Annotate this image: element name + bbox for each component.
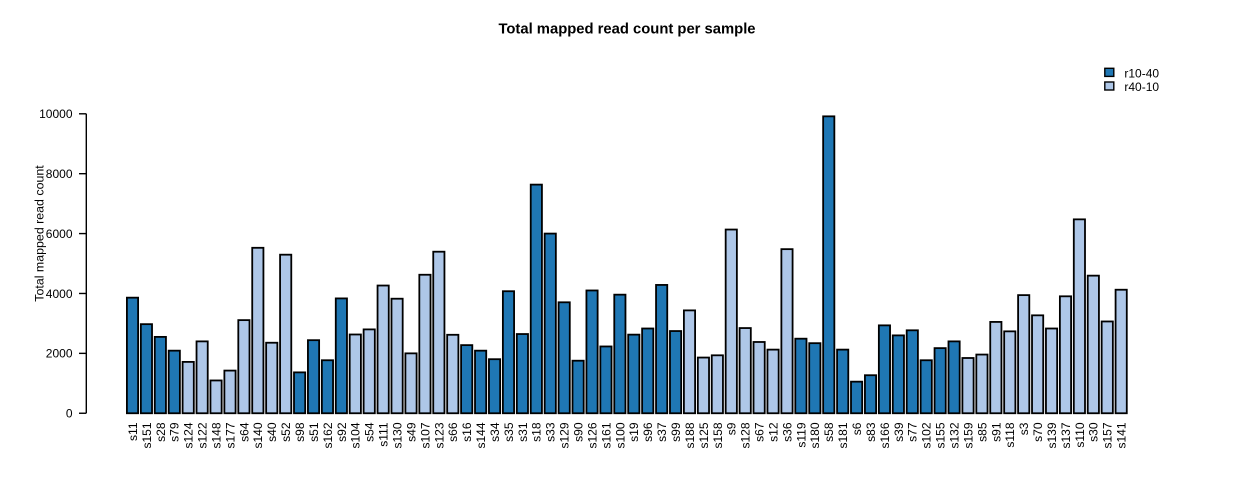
svg-text:s118: s118 xyxy=(1003,422,1017,447)
svg-text:s129: s129 xyxy=(558,422,572,448)
svg-text:s16: s16 xyxy=(460,422,474,442)
svg-text:s158: s158 xyxy=(711,422,725,448)
svg-text:s139: s139 xyxy=(1045,422,1059,448)
svg-text:s96: s96 xyxy=(641,422,655,442)
svg-text:6000: 6000 xyxy=(46,227,73,241)
svg-text:s161: s161 xyxy=(599,422,613,448)
svg-text:s125: s125 xyxy=(697,422,711,448)
svg-text:s18: s18 xyxy=(530,422,544,442)
svg-text:s140: s140 xyxy=(251,422,265,448)
svg-text:s181: s181 xyxy=(836,422,850,448)
svg-text:0: 0 xyxy=(66,407,73,421)
svg-text:s91: s91 xyxy=(989,422,1003,442)
svg-text:s51: s51 xyxy=(307,422,321,442)
svg-text:s99: s99 xyxy=(669,422,683,442)
svg-text:s104: s104 xyxy=(349,422,363,448)
svg-text:r10-40: r10-40 xyxy=(1124,66,1159,80)
svg-text:s31: s31 xyxy=(516,422,530,442)
svg-text:s130: s130 xyxy=(390,422,404,448)
svg-text:s12: s12 xyxy=(766,422,780,442)
svg-text:s35: s35 xyxy=(502,422,516,442)
svg-text:s102: s102 xyxy=(920,422,934,448)
svg-text:s110: s110 xyxy=(1073,422,1087,447)
svg-text:s162: s162 xyxy=(321,422,335,448)
svg-text:s144: s144 xyxy=(474,422,488,448)
svg-text:s83: s83 xyxy=(864,422,878,442)
svg-text:s128: s128 xyxy=(739,422,753,448)
svg-text:s11: s11 xyxy=(126,422,140,441)
svg-text:s34: s34 xyxy=(488,422,502,442)
svg-text:s166: s166 xyxy=(878,422,892,448)
svg-text:s67: s67 xyxy=(753,422,767,442)
svg-text:s39: s39 xyxy=(892,422,906,442)
svg-text:s49: s49 xyxy=(404,422,418,442)
svg-text:s180: s180 xyxy=(808,422,822,448)
svg-text:s70: s70 xyxy=(1031,422,1045,442)
svg-text:s123: s123 xyxy=(432,422,446,448)
svg-text:s52: s52 xyxy=(279,422,293,442)
svg-text:s9: s9 xyxy=(725,422,739,435)
svg-text:s122: s122 xyxy=(196,422,210,448)
svg-text:s79: s79 xyxy=(168,422,182,442)
svg-text:s111: s111 xyxy=(377,422,391,447)
svg-text:s98: s98 xyxy=(293,422,307,442)
svg-text:2000: 2000 xyxy=(46,347,73,361)
svg-text:s132: s132 xyxy=(947,422,961,448)
svg-text:s3: s3 xyxy=(1017,422,1031,435)
svg-text:s124: s124 xyxy=(182,422,196,448)
svg-text:s159: s159 xyxy=(961,422,975,448)
svg-text:s40: s40 xyxy=(265,422,279,442)
svg-text:s33: s33 xyxy=(544,422,558,442)
svg-text:s54: s54 xyxy=(363,422,377,442)
svg-text:s37: s37 xyxy=(655,422,669,442)
svg-text:s28: s28 xyxy=(154,422,168,442)
svg-text:s85: s85 xyxy=(975,422,989,442)
svg-text:s157: s157 xyxy=(1101,422,1115,448)
svg-text:s90: s90 xyxy=(572,422,586,442)
svg-text:s64: s64 xyxy=(237,422,251,442)
svg-text:Total mapped read count per sa: Total mapped read count per sample xyxy=(498,22,755,38)
svg-text:s177: s177 xyxy=(223,422,237,448)
svg-text:10000: 10000 xyxy=(39,107,73,121)
svg-text:s119: s119 xyxy=(794,422,808,447)
svg-text:s107: s107 xyxy=(418,422,432,448)
svg-text:8000: 8000 xyxy=(46,167,73,181)
svg-text:s92: s92 xyxy=(335,422,349,442)
svg-text:s126: s126 xyxy=(585,422,599,448)
svg-text:s6: s6 xyxy=(850,422,864,435)
svg-text:s141: s141 xyxy=(1115,422,1129,448)
svg-text:s188: s188 xyxy=(683,422,697,448)
svg-text:s155: s155 xyxy=(934,422,948,448)
svg-text:s148: s148 xyxy=(209,422,223,448)
svg-text:4000: 4000 xyxy=(46,287,73,301)
svg-text:s36: s36 xyxy=(780,422,794,442)
svg-text:r40-10: r40-10 xyxy=(1124,80,1159,94)
svg-text:s30: s30 xyxy=(1087,422,1101,442)
svg-text:s58: s58 xyxy=(822,422,836,442)
svg-text:s151: s151 xyxy=(140,422,154,448)
svg-text:s66: s66 xyxy=(446,422,460,442)
svg-text:s77: s77 xyxy=(906,422,920,442)
svg-text:Total mapped read count: Total mapped read count xyxy=(33,165,47,302)
svg-text:s19: s19 xyxy=(627,422,641,442)
svg-text:s100: s100 xyxy=(613,422,627,448)
svg-text:s137: s137 xyxy=(1059,422,1073,448)
